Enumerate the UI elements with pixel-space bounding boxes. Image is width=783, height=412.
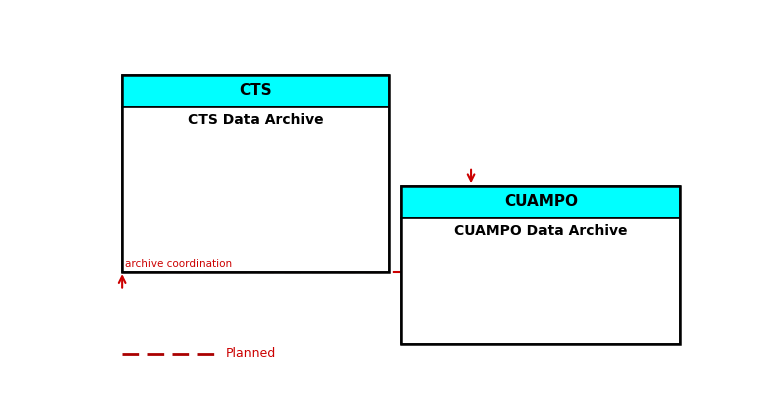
Bar: [402, 218, 680, 344]
Bar: [122, 75, 389, 107]
Bar: [402, 186, 680, 218]
Text: CUAMPO: CUAMPO: [503, 194, 578, 209]
Text: CTS: CTS: [240, 83, 272, 98]
Bar: [402, 186, 680, 344]
Bar: [122, 75, 389, 272]
Text: archive coordination: archive coordination: [125, 259, 233, 269]
Text: Planned: Planned: [226, 347, 276, 360]
Bar: [122, 107, 389, 272]
Text: CTS Data Archive: CTS Data Archive: [188, 113, 323, 127]
Text: CUAMPO Data Archive: CUAMPO Data Archive: [454, 224, 628, 238]
